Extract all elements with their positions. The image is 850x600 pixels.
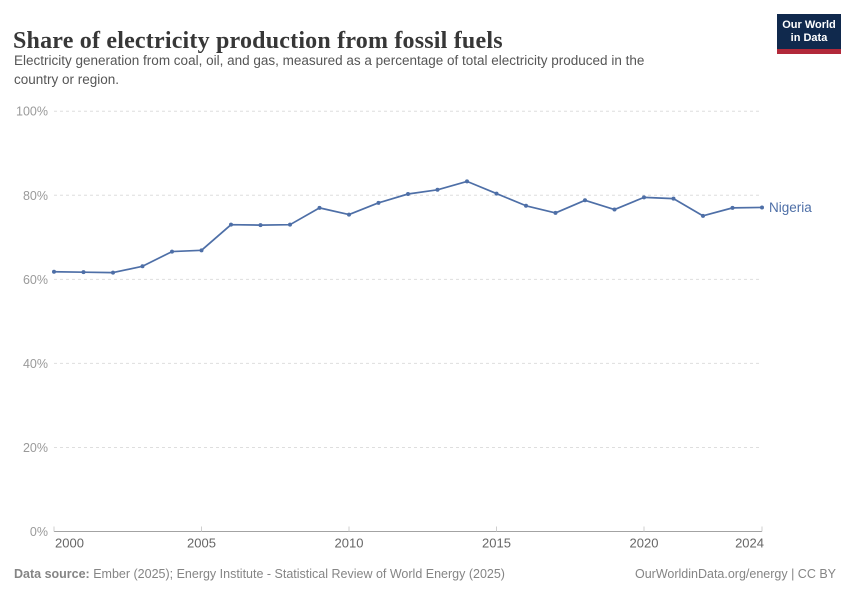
data-point[interactable]	[258, 223, 263, 228]
data-point[interactable]	[494, 191, 499, 196]
data-point[interactable]	[199, 248, 204, 253]
data-point[interactable]	[347, 212, 351, 217]
data-point[interactable]	[583, 198, 587, 203]
data-point[interactable]	[406, 191, 410, 196]
owid-url-link[interactable]: OurWorldinData.org/energy | CC BY	[634, 567, 836, 581]
data-point[interactable]	[140, 264, 145, 269]
data-point[interactable]	[81, 270, 86, 275]
chart-subtitle: Electricity generation from coal, oil, a…	[14, 52, 644, 89]
owid-logo-line2: in Data	[790, 31, 828, 44]
page-title: Share of electricity production from fos…	[13, 28, 503, 55]
series-end-label[interactable]: Nigeria	[769, 200, 812, 215]
data-point[interactable]	[553, 210, 558, 215]
line-chart-canvas[interactable]: 0% 20% 40% 60% 80% 100% 2000 2005 2010 2015 2020 20…	[0, 95, 850, 560]
data-point[interactable]	[288, 222, 292, 227]
chart-subtitle-line2: country or region.	[14, 71, 120, 87]
y-tick-label: 80%	[23, 189, 48, 203]
data-point[interactable]	[701, 213, 705, 218]
data-point[interactable]	[642, 195, 646, 200]
x-tick-label: 2024	[735, 536, 764, 551]
data-point[interactable]	[229, 222, 233, 227]
data-point[interactable]	[524, 203, 528, 208]
data-point[interactable]	[760, 205, 764, 210]
y-tick-label: 40%	[23, 357, 48, 371]
data-point[interactable]	[317, 205, 322, 210]
y-tick-label: 20%	[23, 441, 48, 455]
x-tick-label: 2010	[335, 536, 364, 551]
owid-logo[interactable]: Our World in Data	[777, 14, 841, 54]
data-point[interactable]	[170, 249, 174, 254]
x-tick-label: 2005	[187, 536, 216, 551]
data-source-label: Data source:	[14, 567, 90, 581]
x-tick-label: 2015	[482, 536, 511, 551]
owid-logo-text: Our World in Data	[782, 19, 836, 44]
y-tick-label: 60%	[23, 273, 48, 287]
data-source-note: Data source: Ember (2025); Energy Instit…	[14, 567, 505, 581]
y-tick-label: 100%	[16, 105, 48, 119]
data-point[interactable]	[376, 200, 381, 205]
data-point[interactable]	[52, 269, 56, 274]
owid-logo-line1: Our World	[782, 19, 836, 31]
x-tick-label: 2020	[630, 536, 659, 551]
chart-footer: Data source: Ember (2025); Energy Instit…	[14, 567, 836, 581]
data-source-text: Ember (2025); Energy Institute - Statist…	[89, 567, 505, 581]
data-point[interactable]	[465, 179, 469, 184]
data-point[interactable]	[612, 207, 617, 212]
y-tick-label: 0%	[30, 525, 48, 539]
chart-subtitle-line1: Electricity generation from coal, oil, a…	[14, 53, 645, 68]
data-point[interactable]	[111, 270, 115, 275]
data-point[interactable]	[671, 196, 676, 201]
data-point[interactable]	[730, 205, 735, 210]
x-tick-label: 2000	[55, 536, 84, 551]
data-point[interactable]	[435, 187, 440, 192]
